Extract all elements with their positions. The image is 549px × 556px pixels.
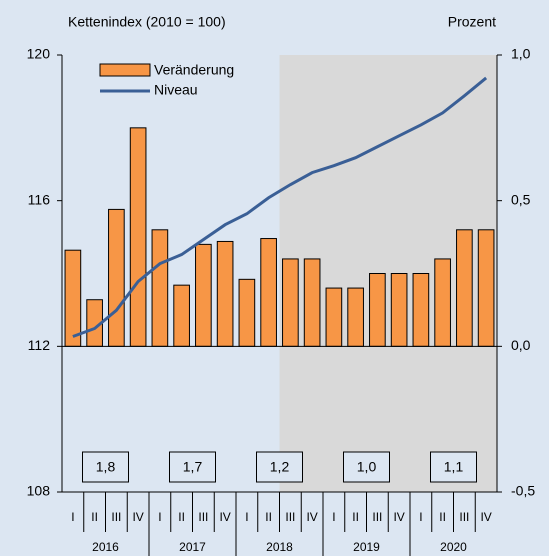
y-tick-label: 112	[28, 337, 51, 353]
x-tick-label: II	[91, 510, 98, 524]
bar	[151, 229, 169, 347]
x-tick-label: III	[285, 510, 295, 524]
bar	[477, 229, 495, 347]
x-tick-label: III	[459, 510, 469, 524]
y-axis-label: Kettenindex (2010 = 100)	[68, 14, 226, 30]
x-tick-label: II	[265, 510, 272, 524]
bar	[282, 258, 299, 347]
x-tick-label: III	[372, 510, 382, 524]
bar	[108, 208, 125, 347]
x-tick-label: I	[158, 510, 161, 524]
bar	[173, 284, 190, 347]
year-label: 2018	[266, 540, 293, 554]
annual-label: 1,7	[183, 459, 203, 475]
annual-box	[82, 451, 129, 483]
bar	[195, 243, 212, 347]
year-label: 2017	[179, 540, 206, 554]
x-tick-label: I	[245, 510, 248, 524]
bar	[238, 278, 256, 347]
x-tick-label: III	[198, 510, 208, 524]
legend-label: Veränderung	[154, 62, 234, 78]
annual-box	[430, 451, 477, 483]
y2-tick-label: 1,0	[511, 46, 531, 62]
bar	[456, 229, 473, 347]
y2-tick-label: 0,5	[511, 191, 531, 207]
x-tick-label: IV	[306, 510, 317, 524]
x-tick-label: II	[352, 510, 359, 524]
bar	[216, 240, 234, 347]
x-tick-label: I	[71, 510, 74, 524]
line	[72, 76, 488, 338]
year-label: 2016	[92, 540, 119, 554]
bar	[64, 249, 82, 347]
x-tick-label: IV	[219, 510, 230, 524]
bar	[412, 273, 430, 347]
x-tick-label: I	[332, 510, 335, 524]
bar	[390, 273, 408, 347]
y-tick-label: 116	[28, 191, 51, 207]
annual-label: 1,0	[357, 459, 377, 475]
legend-label: Niveau	[154, 82, 198, 98]
annual-label: 1,1	[444, 459, 464, 475]
y-tick-label: 120	[27, 46, 51, 62]
y2-tick-label: -0,5	[511, 483, 535, 499]
annual-label: 1,8	[96, 459, 116, 475]
x-tick-label: IV	[480, 510, 491, 524]
x-tick-label: IV	[132, 510, 143, 524]
bar	[260, 238, 277, 347]
x-tick-label: IV	[393, 510, 404, 524]
year-label: 2019	[353, 540, 380, 554]
bar	[325, 287, 343, 347]
y2-axis-label: Prozent	[448, 14, 496, 30]
bar	[434, 258, 451, 347]
bar	[369, 273, 386, 347]
y2-tick-label: 0,0	[511, 337, 531, 353]
bar	[303, 258, 321, 347]
x-tick-label: II	[439, 510, 446, 524]
annual-label: 1,2	[270, 459, 290, 475]
year-label: 2020	[440, 540, 467, 554]
annual-box	[169, 451, 216, 483]
y-tick-label: 108	[27, 483, 51, 499]
x-tick-label: II	[178, 510, 185, 524]
annual-box	[343, 451, 390, 483]
bar	[129, 127, 147, 347]
bar	[347, 287, 364, 347]
x-tick-label: I	[419, 510, 422, 524]
annual-box	[256, 451, 303, 483]
x-tick-label: III	[111, 510, 121, 524]
legend-swatch	[99, 63, 151, 77]
